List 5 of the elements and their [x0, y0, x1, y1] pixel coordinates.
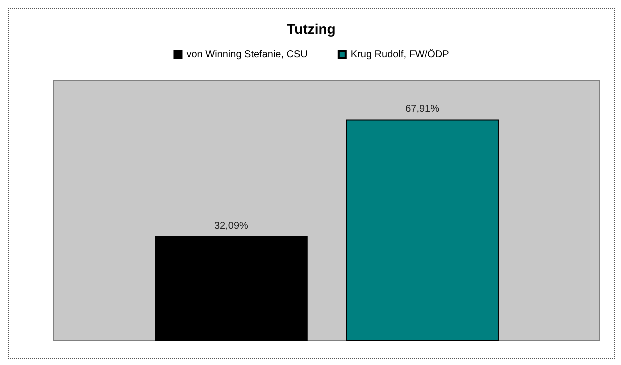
data-label: 32,09% [214, 220, 249, 232]
data-label: 67,91% [406, 104, 440, 116]
legend-label: von Winning Stefanie, CSU [186, 50, 308, 60]
chart-title: Tutzing [287, 21, 336, 37]
legend-label: Krug Rudolf, FW/ÖDP [350, 48, 450, 60]
